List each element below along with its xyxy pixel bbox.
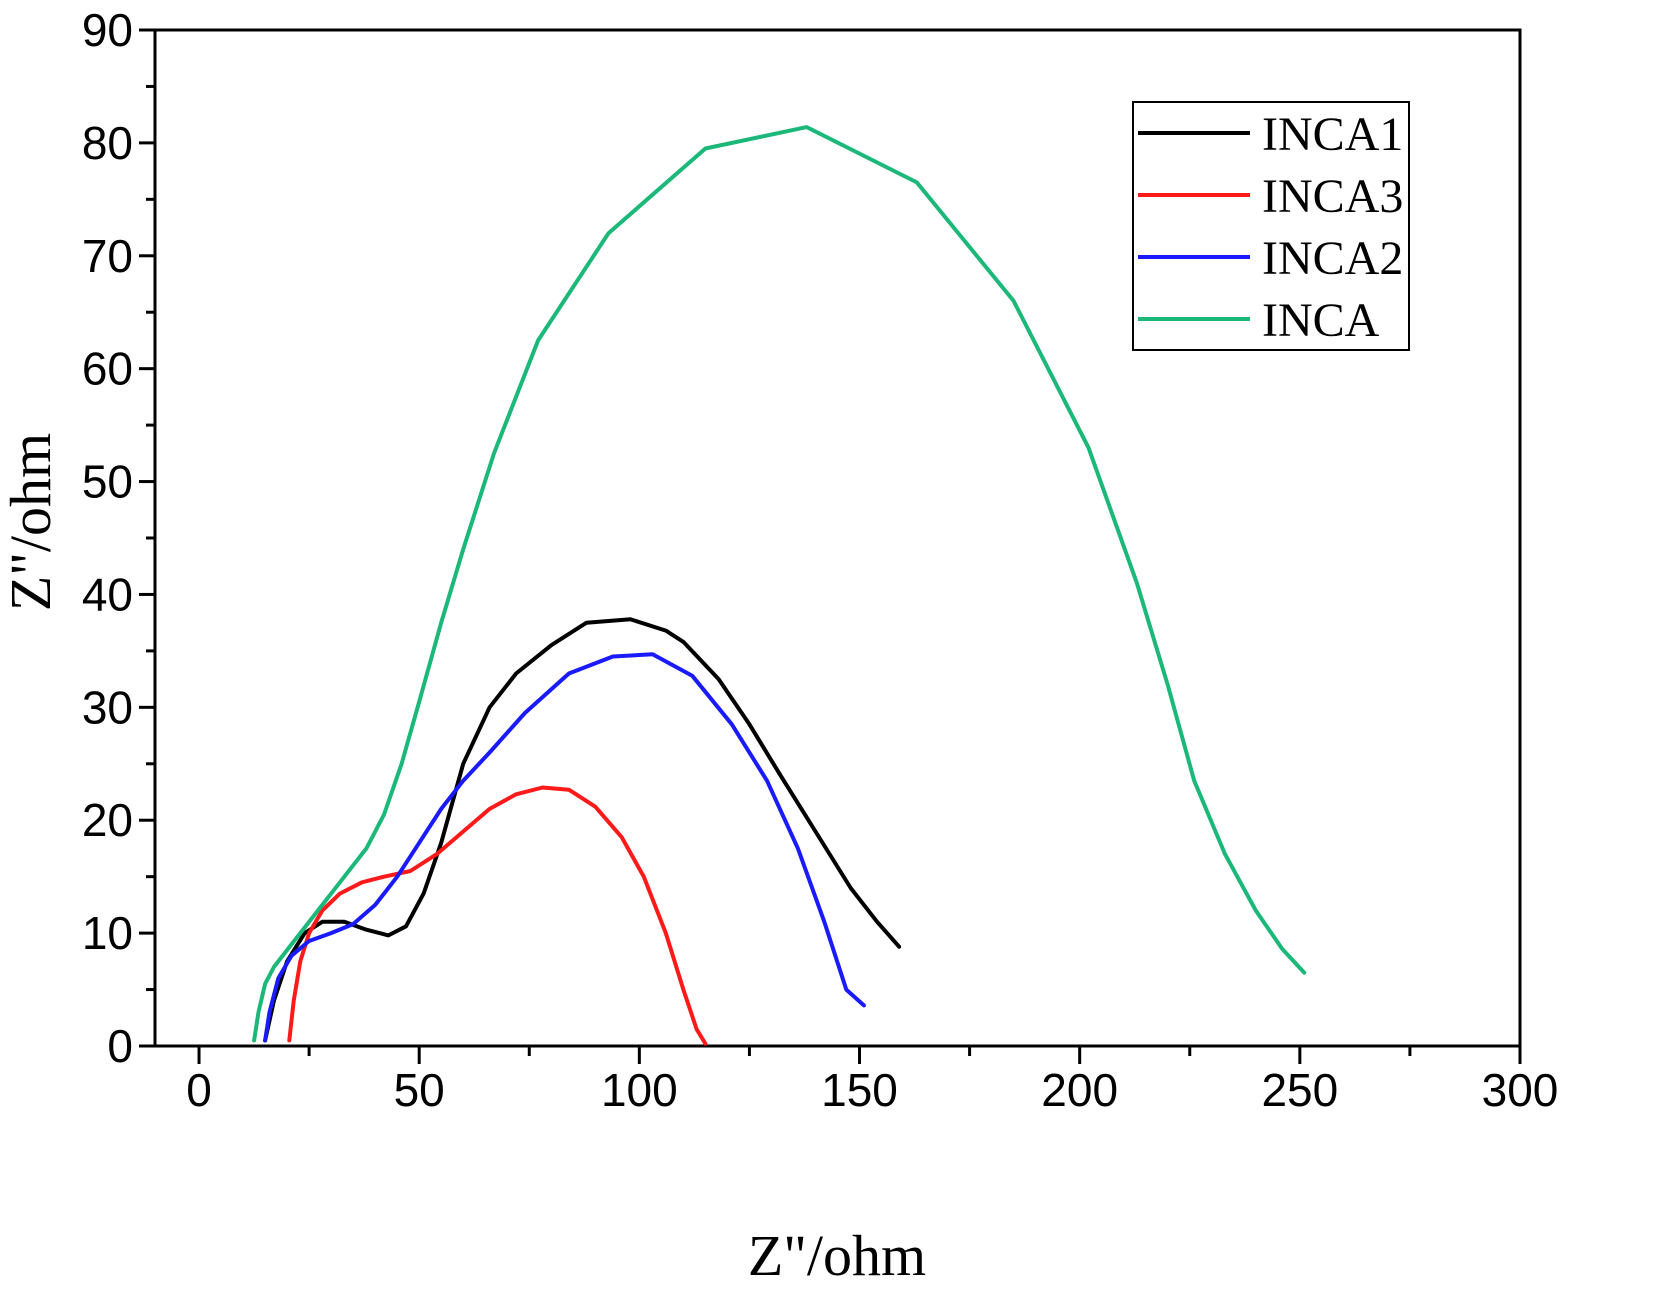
series-lines: [252, 125, 1307, 1046]
y-tick-label: 30: [82, 681, 133, 733]
series-line-inca: [252, 125, 1307, 1043]
legend: INCA1 INCA3 INCA2 INCA: [1132, 101, 1410, 351]
y-axis-ticks: 0 10 20 30 40 50 60 70 80 90: [82, 4, 155, 1072]
y-tick-label: 70: [82, 230, 133, 282]
x-axis-ticks: 0 50 100 150 200 250 300: [186, 1046, 1558, 1116]
x-tick-label: 250: [1261, 1064, 1338, 1116]
series-line-inca3: [287, 785, 708, 1046]
legend-label-inca2: INCA2: [1262, 232, 1403, 285]
legend-box: [1132, 101, 1410, 351]
y-tick-label: 20: [82, 794, 133, 846]
legend-label-inca: INCA: [1262, 294, 1380, 347]
series-line-inca1: [263, 617, 902, 1043]
x-axis-title: Z"/ohm: [748, 1223, 926, 1288]
x-tick-label: 0: [186, 1064, 212, 1116]
legend-label-inca3: INCA3: [1262, 170, 1403, 223]
x-tick-label: 300: [1482, 1064, 1559, 1116]
y-tick-label: 0: [107, 1020, 133, 1072]
x-tick-label: 100: [601, 1064, 678, 1116]
x-tick-label: 150: [821, 1064, 898, 1116]
y-tick-label: 40: [82, 568, 133, 620]
y-tick-label: 60: [82, 343, 133, 395]
x-tick-label: 200: [1041, 1064, 1118, 1116]
y-axis-title: Z"/ohm: [0, 433, 63, 611]
y-tick-label: 10: [82, 907, 133, 959]
series-line-inca2: [263, 652, 866, 1043]
legend-label-inca1: INCA1: [1262, 108, 1403, 161]
y-tick-label: 50: [82, 456, 133, 508]
x-tick-label: 50: [394, 1064, 445, 1116]
y-tick-label: 80: [82, 117, 133, 169]
y-tick-label: 90: [82, 4, 133, 56]
